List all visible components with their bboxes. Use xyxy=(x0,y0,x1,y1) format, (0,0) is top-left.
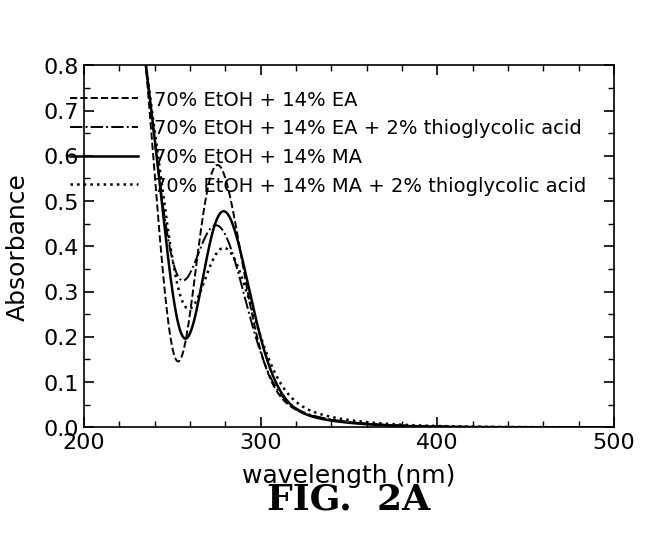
70% EtOH + 14% EA xyxy=(543,424,550,431)
Line: 70% EtOH + 14% MA + 2% thioglycolic acid: 70% EtOH + 14% MA + 2% thioglycolic acid xyxy=(84,0,614,427)
70% EtOH + 14% MA xyxy=(306,413,314,419)
70% EtOH + 14% EA + 2% thioglycolic acid xyxy=(543,424,550,431)
70% EtOH + 14% MA + 2% thioglycolic acid xyxy=(599,424,607,431)
70% EtOH + 14% MA + 2% thioglycolic acid xyxy=(610,424,618,431)
70% EtOH + 14% EA + 2% thioglycolic acid xyxy=(172,269,180,275)
70% EtOH + 14% EA xyxy=(610,424,618,431)
70% EtOH + 14% EA + 2% thioglycolic acid xyxy=(306,412,314,418)
70% EtOH + 14% EA + 2% thioglycolic acid xyxy=(599,424,607,431)
70% EtOH + 14% MA xyxy=(543,424,550,431)
70% EtOH + 14% MA xyxy=(599,424,607,431)
70% EtOH + 14% EA xyxy=(599,424,607,431)
70% EtOH + 14% EA xyxy=(283,401,291,407)
70% EtOH + 14% MA xyxy=(141,51,149,58)
70% EtOH + 14% EA xyxy=(306,412,314,419)
70% EtOH + 14% EA + 2% thioglycolic acid xyxy=(610,424,618,431)
X-axis label: wavelength (nm): wavelength (nm) xyxy=(242,464,455,487)
70% EtOH + 14% MA xyxy=(610,424,618,431)
70% EtOH + 14% EA + 2% thioglycolic acid xyxy=(283,398,291,405)
70% EtOH + 14% MA + 2% thioglycolic acid xyxy=(543,424,550,431)
70% EtOH + 14% EA xyxy=(172,356,180,363)
70% EtOH + 14% MA + 2% thioglycolic acid xyxy=(141,52,149,59)
70% EtOH + 14% EA + 2% thioglycolic acid xyxy=(141,50,149,56)
70% EtOH + 14% EA xyxy=(141,45,149,52)
Legend: 70% EtOH + 14% EA, 70% EtOH + 14% EA + 2% thioglycolic acid, 70% EtOH + 14% MA, : 70% EtOH + 14% EA, 70% EtOH + 14% EA + 2… xyxy=(63,83,594,203)
Text: FIG.  2A: FIG. 2A xyxy=(267,482,430,516)
Y-axis label: Absorbance: Absorbance xyxy=(6,173,30,321)
Line: 70% EtOH + 14% EA: 70% EtOH + 14% EA xyxy=(84,0,614,427)
70% EtOH + 14% MA xyxy=(172,310,180,316)
70% EtOH + 14% MA + 2% thioglycolic acid xyxy=(283,390,291,396)
70% EtOH + 14% MA + 2% thioglycolic acid xyxy=(172,275,180,282)
70% EtOH + 14% MA xyxy=(283,398,291,404)
70% EtOH + 14% MA + 2% thioglycolic acid xyxy=(306,407,314,414)
Line: 70% EtOH + 14% MA: 70% EtOH + 14% MA xyxy=(84,0,614,427)
Line: 70% EtOH + 14% EA + 2% thioglycolic acid: 70% EtOH + 14% EA + 2% thioglycolic acid xyxy=(84,0,614,427)
